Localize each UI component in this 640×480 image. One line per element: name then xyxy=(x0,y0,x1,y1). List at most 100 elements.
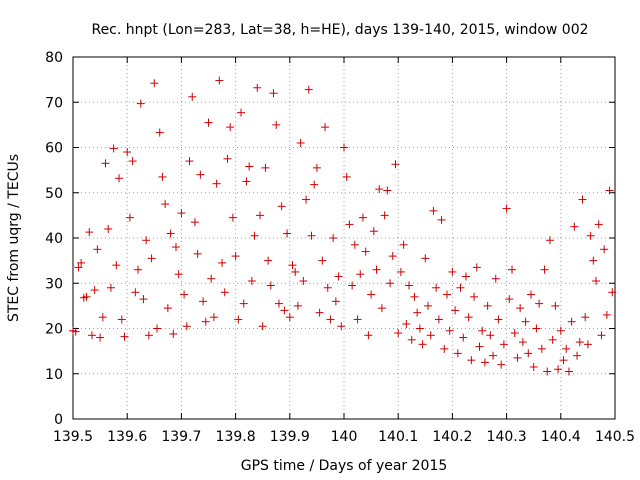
x-tick-label: 140.1 xyxy=(378,429,418,445)
data-point xyxy=(502,204,511,213)
data-point xyxy=(505,295,514,304)
data-point xyxy=(231,252,240,261)
data-point xyxy=(415,324,424,333)
data-point xyxy=(375,185,384,194)
data-point xyxy=(215,76,224,85)
data-point xyxy=(556,326,565,335)
x-tick-label: 140.2 xyxy=(432,429,472,445)
data-point xyxy=(524,349,533,358)
data-point xyxy=(106,283,115,292)
data-points xyxy=(69,76,617,376)
data-point xyxy=(567,317,576,326)
grid xyxy=(73,57,615,419)
data-point xyxy=(605,186,614,195)
data-point xyxy=(134,265,143,274)
data-point xyxy=(394,329,403,338)
y-tick-label: 30 xyxy=(45,276,63,292)
data-point xyxy=(247,276,256,285)
data-point xyxy=(144,331,153,340)
data-point xyxy=(117,315,126,324)
x-tick-label: 140.4 xyxy=(541,429,581,445)
y-tick-label: 80 xyxy=(45,50,63,66)
axis-ticks xyxy=(72,56,616,420)
data-point xyxy=(109,144,118,153)
data-point xyxy=(77,258,86,267)
data-point xyxy=(372,265,381,274)
data-point xyxy=(597,331,606,340)
data-point xyxy=(174,270,183,279)
data-point xyxy=(540,265,549,274)
data-point xyxy=(120,332,129,341)
data-point xyxy=(226,123,235,132)
data-point xyxy=(112,261,121,270)
data-point xyxy=(413,308,422,317)
data-point xyxy=(326,315,335,324)
data-point xyxy=(459,333,468,342)
data-point xyxy=(139,295,148,304)
data-point xyxy=(255,211,264,220)
data-point xyxy=(551,301,560,310)
data-point xyxy=(345,220,354,229)
data-point xyxy=(166,229,175,238)
data-point xyxy=(250,231,259,240)
data-point xyxy=(499,340,508,349)
data-point xyxy=(451,306,460,315)
data-point xyxy=(380,211,389,220)
data-point xyxy=(491,274,500,283)
y-tick-label: 60 xyxy=(45,141,63,157)
data-point xyxy=(418,340,427,349)
data-point xyxy=(559,356,568,365)
data-point xyxy=(304,85,313,94)
data-point xyxy=(480,358,489,367)
data-point xyxy=(440,344,449,353)
data-point xyxy=(158,172,167,181)
data-point xyxy=(434,315,443,324)
data-point xyxy=(426,331,435,340)
data-point xyxy=(161,200,170,209)
data-point xyxy=(453,349,462,358)
data-point xyxy=(280,306,289,315)
data-point xyxy=(353,315,362,324)
y-axis-label: STEC from uqrg / TECUs xyxy=(6,154,22,322)
x-tick-label: 140.3 xyxy=(487,429,527,445)
data-point xyxy=(356,270,365,279)
data-point xyxy=(147,254,156,263)
data-point xyxy=(470,292,479,301)
data-point xyxy=(445,326,454,335)
data-point xyxy=(185,157,194,166)
data-point xyxy=(391,160,400,169)
data-point xyxy=(358,213,367,222)
data-point xyxy=(321,123,330,132)
data-point xyxy=(367,290,376,299)
data-point xyxy=(242,177,251,186)
data-point xyxy=(583,340,592,349)
data-point xyxy=(199,297,208,306)
data-point xyxy=(442,290,451,299)
data-point xyxy=(364,331,373,340)
data-point xyxy=(548,335,557,344)
data-point xyxy=(543,367,552,376)
data-point xyxy=(578,195,587,204)
data-point xyxy=(570,222,579,231)
data-point xyxy=(600,245,609,254)
data-point xyxy=(96,333,105,342)
data-point xyxy=(296,138,305,147)
data-point xyxy=(554,365,563,374)
data-point xyxy=(510,329,519,338)
data-point xyxy=(586,231,595,240)
data-point xyxy=(245,162,254,171)
data-point xyxy=(486,331,495,340)
data-point xyxy=(323,283,332,292)
data-point xyxy=(285,313,294,322)
data-point xyxy=(342,172,351,181)
data-point xyxy=(274,299,283,308)
x-axis-label: GPS time / Days of year 2015 xyxy=(241,458,448,474)
data-point xyxy=(489,351,498,360)
data-point xyxy=(526,290,535,299)
data-point xyxy=(302,195,311,204)
data-point xyxy=(269,89,278,98)
data-point xyxy=(456,283,465,292)
data-point xyxy=(266,281,275,290)
data-point xyxy=(153,324,162,333)
data-point xyxy=(537,344,546,353)
